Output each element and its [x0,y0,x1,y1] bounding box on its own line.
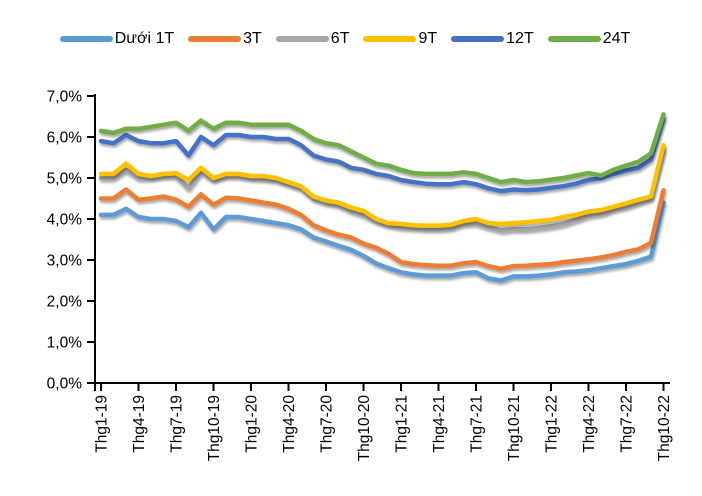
x-tick-label: Thg10-22 [656,395,673,461]
series-line-12t [98,116,666,194]
legend-line-swatch [547,36,601,42]
series-line-9t [98,142,666,228]
y-tick-label: 1,0% [47,335,83,352]
legend-item-3t: 3T [188,31,274,47]
series-line-24t [98,112,666,185]
legend-item-24t: 24T [547,30,643,47]
x-tick-label: Thg1-19 [94,395,111,453]
y-tick-label: 5,0% [47,171,83,188]
legend-item-12t: 12T [451,31,546,47]
legend-item-duoi-1t: Dưới 1T [59,30,186,47]
x-tick-label: Thg7-22 [619,395,636,453]
x-tick-label: Thg1-20 [244,395,261,453]
series-line-6t [98,147,666,233]
legend-line-swatch [275,36,329,42]
legend-label: 3T [243,30,262,47]
x-tick-label: Thg1-22 [544,395,561,453]
legend-item-6t: 6T [275,30,362,47]
x-tick-label: Thg4-22 [581,395,598,453]
series-line-dưới-1t [98,200,666,283]
legend-label: 24T [602,30,631,47]
x-tick-label: Thg7-21 [469,395,486,453]
y-tick-label: 0,0% [47,376,83,393]
legend-label: 12T [506,30,534,47]
legend-label: 6T [330,30,350,47]
legend-label: Dưới 1T [114,30,175,47]
y-tick-label: 3,0% [47,253,83,270]
x-tick-label: Thg7-19 [169,395,186,453]
x-tick-label: Thg1-21 [394,395,411,453]
series-line-3t [98,187,666,272]
legend-line-swatch [59,36,113,42]
x-tick-label: Thg10-21 [506,395,523,461]
x-tick-label: Thg4-20 [281,395,298,453]
x-tick-label: Thg4-21 [431,395,448,453]
legend-line-swatch [363,36,417,42]
legend-label: 9T [418,30,438,47]
x-tick-label: Thg10-20 [356,395,373,462]
y-tick-label: 7,0% [47,89,83,106]
chart-legend: Dưới 1T 3T 6T 9T 12T 24T [0,31,702,47]
y-tick-label: 4,0% [47,212,83,229]
x-tick-label: Thg10-19 [206,395,223,461]
x-tick-label: Thg7-20 [319,395,336,453]
x-tick-label: Thg4-19 [131,395,148,453]
legend-item-9t: 9T [363,31,449,47]
y-tick-label: 6,0% [47,130,83,147]
y-tick-label: 2,0% [47,294,83,311]
legend-line-swatch [188,36,242,42]
legend-line-swatch [451,36,505,42]
